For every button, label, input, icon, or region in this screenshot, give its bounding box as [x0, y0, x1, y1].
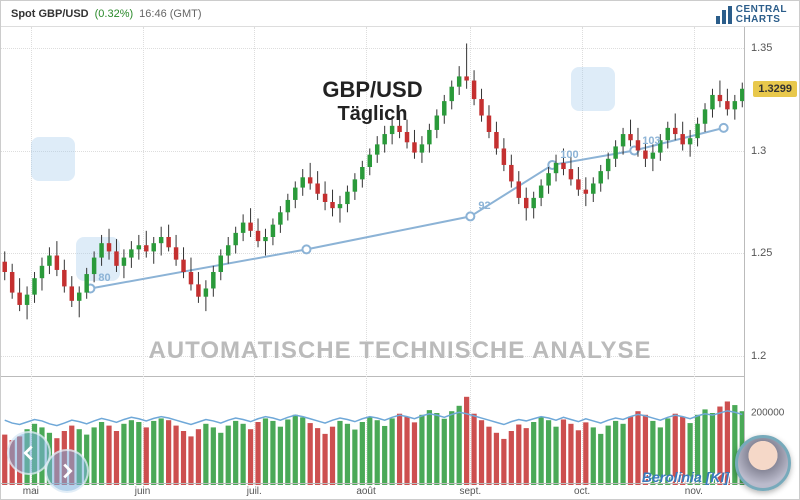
- chart-title: GBP/USD Täglich: [322, 77, 422, 126]
- change-pct: (0.32%): [95, 8, 134, 20]
- assistant-avatar[interactable]: [735, 435, 791, 491]
- logo-bars-icon: [716, 6, 732, 24]
- berolinia-label: Berolinia [KI]: [642, 469, 729, 485]
- price-y-axis: 1.21.251.31.35 1.3299: [744, 27, 799, 377]
- pair-label: Spot GBP/USD: [11, 8, 89, 20]
- price-chart[interactable]: 8092100103 GBP/USD Täglich: [1, 27, 744, 377]
- chart-area: 8092100103 GBP/USD Täglich AUTOMATISCHE …: [1, 27, 799, 483]
- nav-fwd-button[interactable]: [45, 449, 89, 493]
- volume-chart[interactable]: [1, 377, 744, 485]
- brand-logo: CENTRALCHARTS: [716, 5, 787, 25]
- header-bar: Spot GBP/USD (0.32%) 16:46 (GMT): [1, 1, 799, 27]
- x-axis: maijuinjuil.aoûtsept.oct.nov.: [1, 483, 744, 499]
- volume-bars: [1, 377, 744, 485]
- time-label: 16:46 (GMT): [139, 8, 201, 20]
- logo-text: CENTRALCHARTS: [736, 5, 787, 25]
- current-price-badge: 1.3299: [753, 81, 797, 97]
